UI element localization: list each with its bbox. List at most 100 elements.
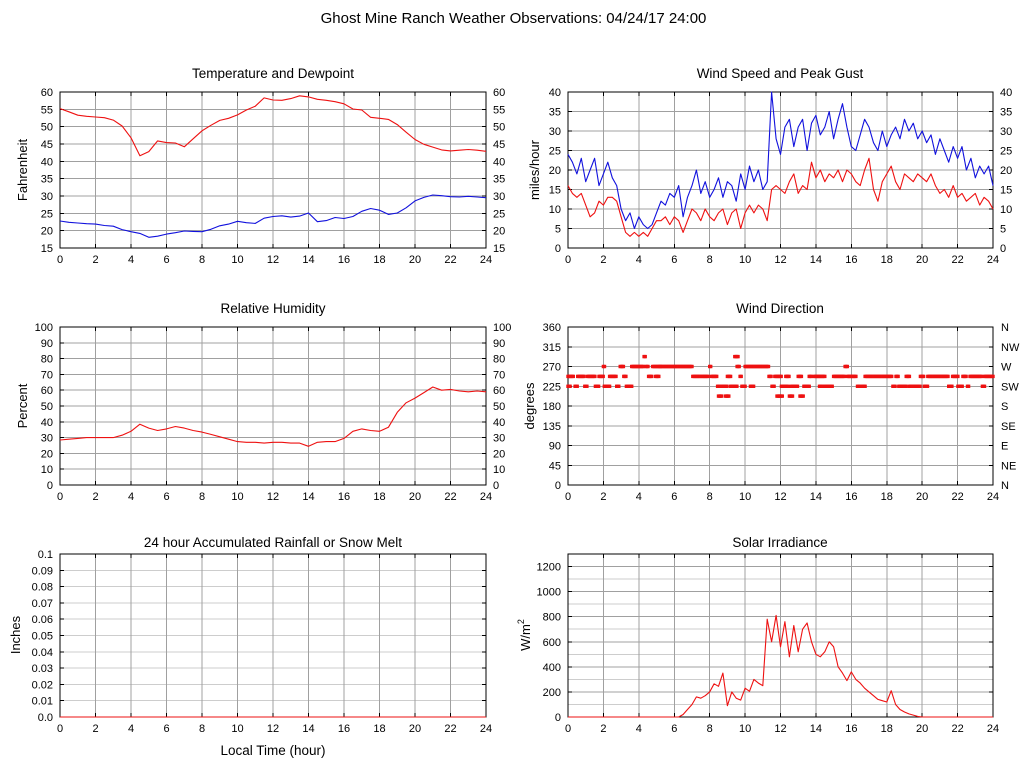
compass-label: NW bbox=[1001, 342, 1020, 354]
y-tick-label: 30 bbox=[41, 191, 53, 203]
y-axis-label: Fahrenheit bbox=[15, 139, 30, 202]
x-tick-label: 24 bbox=[480, 723, 492, 735]
x-tick-label: 4 bbox=[636, 723, 642, 735]
y-tick-label: 1000 bbox=[537, 587, 561, 599]
y-tick-label: 100 bbox=[35, 322, 53, 334]
x-tick-label: 6 bbox=[163, 491, 169, 503]
y-tick-label: 25 bbox=[41, 208, 53, 220]
chart-title: 24 hour Accumulated Rainfall or Snow Mel… bbox=[144, 535, 402, 550]
y-tick-label-right: 30 bbox=[493, 433, 505, 445]
scatter-dot-wind-direction bbox=[690, 364, 694, 369]
scatter-dot-wind-direction bbox=[617, 384, 621, 388]
y-tick-label-right: 80 bbox=[493, 354, 505, 366]
x-tick-label: 12 bbox=[774, 254, 786, 266]
y-tick-label-right: 40 bbox=[493, 156, 505, 168]
scatter-dot-wind-direction bbox=[641, 364, 646, 369]
x-tick-label: 10 bbox=[739, 723, 751, 735]
scatter-dot-wind-direction bbox=[646, 364, 650, 369]
scatter-dot-wind-direction bbox=[736, 354, 740, 359]
scatter-dot-wind-direction bbox=[830, 384, 834, 388]
scatter-dot-wind-direction bbox=[735, 384, 739, 388]
x-tick-label: 6 bbox=[671, 254, 677, 266]
scatter-dot-wind-direction bbox=[907, 374, 912, 379]
y-tick-label: 225 bbox=[543, 381, 561, 393]
y-tick-label-right: 0 bbox=[493, 480, 499, 492]
chart-wind-direction: Wind Direction degrees 0 2 4 6 8 10 12 14 16 18 20… bbox=[522, 301, 1020, 503]
x-tick-label: 24 bbox=[480, 491, 492, 503]
scatter-dot-wind-direction bbox=[966, 384, 971, 388]
y-tick-label: 315 bbox=[543, 342, 561, 354]
y-tick-label: 35 bbox=[41, 174, 53, 186]
y-tick-label: 60 bbox=[41, 385, 53, 397]
x-tick-label: 14 bbox=[302, 254, 314, 266]
y-tick-label: 90 bbox=[41, 338, 53, 350]
x-tick-label: 20 bbox=[409, 723, 421, 735]
x-tick-label: 16 bbox=[845, 723, 857, 735]
y-tick-label: 0.1 bbox=[38, 549, 53, 561]
x-tick-label: 18 bbox=[881, 491, 893, 503]
y-tick-label: 45 bbox=[549, 460, 561, 472]
x-tick-label: 8 bbox=[707, 723, 713, 735]
y-tick-label: 1200 bbox=[537, 562, 561, 574]
x-tick-label: 8 bbox=[199, 491, 205, 503]
y-tick-label: 35 bbox=[549, 107, 561, 119]
x-tick-label: 0 bbox=[57, 723, 63, 735]
y-tick-label: 70 bbox=[41, 369, 53, 381]
x-tick-label: 18 bbox=[881, 254, 893, 266]
x-tick-label: 22 bbox=[951, 491, 963, 503]
y-tick-label-right: 20 bbox=[1000, 165, 1012, 177]
y-tick-label: 45 bbox=[41, 139, 53, 151]
y-tick-label-right: 20 bbox=[493, 448, 505, 460]
x-tick-label: 6 bbox=[163, 723, 169, 735]
scatter-dot-wind-direction bbox=[728, 374, 733, 379]
x-tick-label: 4 bbox=[636, 254, 642, 266]
x-tick-label: 14 bbox=[810, 254, 822, 266]
y-tick-label-right: 0 bbox=[1000, 243, 1006, 255]
compass-label: W bbox=[1001, 362, 1012, 374]
y-tick-label: 40 bbox=[41, 417, 53, 429]
y-tick-label-right: 30 bbox=[1000, 126, 1012, 138]
scatter-dot-wind-direction bbox=[820, 384, 825, 388]
y-tick-label-right: 60 bbox=[493, 385, 505, 397]
x-tick-label: 8 bbox=[199, 254, 205, 266]
x-tick-label: 0 bbox=[57, 254, 63, 266]
y-tick-label-right: 70 bbox=[493, 369, 505, 381]
y-tick-label: 0.08 bbox=[32, 582, 53, 594]
plot-area: 0 2 4 6 8 10 12 14 16 18 20 22 240.00.010.020.030.04… bbox=[32, 549, 493, 735]
y-tick-label: 20 bbox=[41, 226, 53, 238]
x-tick-label: 0 bbox=[57, 491, 63, 503]
x-tick-label: 10 bbox=[739, 491, 751, 503]
scatter-dot-wind-direction bbox=[624, 374, 628, 379]
scatter-dot-wind-direction bbox=[790, 394, 795, 398]
y-tick-label-right: 30 bbox=[493, 191, 505, 203]
series-line-solar-irradiance bbox=[568, 614, 993, 718]
y-tick-label: 50 bbox=[41, 122, 53, 134]
scatter-dot-wind-direction bbox=[787, 374, 791, 379]
y-tick-label: 40 bbox=[549, 87, 561, 99]
y-tick-label-right: 55 bbox=[493, 104, 505, 116]
x-tick-label: 16 bbox=[338, 723, 350, 735]
x-tick-label: 22 bbox=[951, 254, 963, 266]
y-tick-label: 80 bbox=[41, 354, 53, 366]
y-tick-label-right: 40 bbox=[493, 417, 505, 429]
scatter-dot-wind-direction bbox=[602, 364, 607, 369]
scatter-dot-wind-direction bbox=[980, 374, 984, 379]
y-tick-label: 10 bbox=[41, 464, 53, 476]
y-tick-label-right: 60 bbox=[493, 87, 505, 99]
y-tick-label: 40 bbox=[41, 156, 53, 168]
scatter-dot-wind-direction bbox=[964, 374, 968, 379]
x-tick-label: 12 bbox=[774, 491, 786, 503]
scatter-dot-wind-direction bbox=[743, 384, 747, 388]
x-tick-label: 24 bbox=[480, 254, 492, 266]
compass-label: S bbox=[1001, 401, 1008, 413]
y-tick-label: 0.07 bbox=[32, 598, 53, 610]
y-tick-label: 90 bbox=[549, 441, 561, 453]
x-tick-label: 18 bbox=[373, 254, 385, 266]
x-tick-label: 4 bbox=[128, 254, 134, 266]
series-line-dewpoint bbox=[59, 194, 487, 238]
x-tick-label: 6 bbox=[671, 491, 677, 503]
x-tick-label: 12 bbox=[774, 723, 786, 735]
y-axis-label: W/m2 bbox=[516, 619, 533, 651]
